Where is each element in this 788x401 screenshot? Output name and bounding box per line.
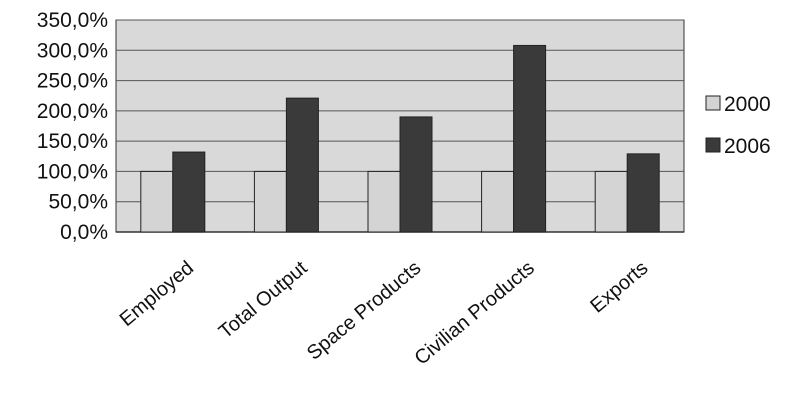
y-axis-tick-labels: 0,0% 50,0% 100,0% 150,0% 200,0% 250,0% 300,0% 3… bbox=[37, 9, 108, 244]
y-tick-label: 350,0% bbox=[37, 9, 108, 32]
y-tick-label: 150,0% bbox=[37, 130, 108, 153]
y-tick-label: 200,0% bbox=[37, 100, 108, 123]
gridlines bbox=[116, 19, 684, 233]
y-tick-label: 50,0% bbox=[48, 191, 108, 214]
bars bbox=[140, 44, 660, 233]
legend-swatch-2000 bbox=[705, 95, 721, 111]
bar-2006-space-products bbox=[399, 116, 433, 233]
x-tick-label: Space Products bbox=[303, 257, 425, 365]
legend-label-2000: 2000 bbox=[724, 93, 771, 116]
bar-2006-employed bbox=[172, 151, 206, 233]
y-tick-label: 0,0% bbox=[60, 221, 108, 244]
x-tick-label: Employed bbox=[116, 257, 198, 331]
legend-label-2006: 2006 bbox=[724, 135, 771, 158]
bar-2000-exports bbox=[594, 170, 628, 233]
y-tick-label: 300,0% bbox=[37, 39, 108, 62]
bar-2000-employed bbox=[140, 170, 174, 233]
bar-2006-total-output bbox=[285, 97, 319, 233]
bar-2006-civilian-products bbox=[513, 44, 547, 233]
bar-2006-exports bbox=[626, 153, 660, 233]
x-tick-label: Civilian Products bbox=[411, 257, 539, 370]
y-tick-label: 100,0% bbox=[37, 160, 108, 183]
bar-2000-total-output bbox=[253, 170, 287, 233]
bar-2000-civilian-products bbox=[481, 170, 515, 233]
legend-swatch-2006 bbox=[705, 137, 721, 153]
x-tick-label: Exports bbox=[586, 257, 652, 317]
bar-2000-space-products bbox=[367, 170, 401, 233]
legend: 2000 2006 bbox=[705, 93, 771, 158]
x-tick-label: Total Output bbox=[215, 257, 312, 343]
y-tick-label: 250,0% bbox=[37, 70, 108, 93]
